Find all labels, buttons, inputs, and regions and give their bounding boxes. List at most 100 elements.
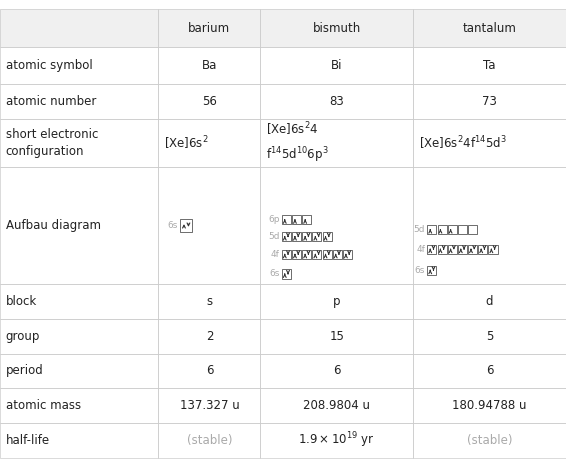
Bar [260, 119, 413, 167]
Text: tantalum: tantalum [462, 21, 517, 35]
Bar [260, 167, 413, 284]
Bar [260, 423, 413, 458]
Bar [260, 84, 413, 119]
Bar [438, 225, 447, 234]
Bar [458, 245, 467, 254]
Bar [302, 215, 311, 225]
Bar [478, 245, 487, 254]
Text: 4f: 4f [271, 250, 280, 259]
Bar [448, 225, 457, 234]
Text: s: s [207, 295, 212, 308]
Bar [0, 388, 158, 423]
Bar [0, 9, 158, 47]
Bar [158, 47, 260, 84]
Bar [413, 9, 566, 47]
Bar [312, 232, 321, 241]
Bar [0, 423, 158, 458]
Bar [312, 250, 321, 259]
Bar [468, 245, 477, 254]
Text: Bi: Bi [331, 59, 342, 72]
Bar [0, 423, 158, 458]
Text: Ba: Ba [201, 59, 217, 72]
Bar [158, 167, 260, 284]
Bar [0, 119, 158, 167]
Bar [413, 354, 566, 388]
Bar [0, 284, 158, 319]
Bar [158, 319, 260, 354]
Bar [0, 84, 158, 119]
Bar [158, 284, 260, 319]
Bar [413, 47, 566, 84]
Bar [0, 47, 158, 84]
Bar [292, 232, 301, 241]
Text: 4f: 4f [416, 245, 425, 254]
Bar [292, 250, 301, 259]
Bar [158, 354, 260, 388]
Text: bismuth: bismuth [312, 21, 361, 35]
Text: Ta: Ta [483, 59, 496, 72]
Text: 208.9804 u: 208.9804 u [303, 399, 370, 412]
Text: 5: 5 [486, 330, 494, 343]
Text: (stable): (stable) [187, 434, 232, 447]
Bar [260, 354, 413, 388]
Bar [158, 9, 260, 47]
Bar [413, 167, 566, 284]
Bar [468, 225, 477, 234]
Bar [413, 9, 566, 47]
Bar [260, 167, 413, 284]
Bar [413, 84, 566, 119]
Bar [333, 250, 342, 259]
Bar [158, 167, 260, 284]
Bar [413, 84, 566, 119]
Bar [180, 219, 192, 232]
Bar [458, 225, 467, 234]
Bar [158, 284, 260, 319]
Text: 5d: 5d [268, 232, 280, 241]
Bar [260, 84, 413, 119]
Text: 6: 6 [205, 364, 213, 377]
Bar [282, 232, 291, 241]
Text: 6s: 6s [415, 266, 425, 275]
Text: group: group [6, 330, 40, 343]
Bar [413, 47, 566, 84]
Bar [413, 119, 566, 167]
Bar [413, 388, 566, 423]
Bar [282, 269, 291, 279]
Text: (stable): (stable) [467, 434, 512, 447]
Text: atomic symbol: atomic symbol [6, 59, 92, 72]
Bar [427, 266, 436, 275]
Bar [0, 284, 158, 319]
Bar [260, 9, 413, 47]
Text: 56: 56 [202, 95, 217, 108]
Bar [413, 284, 566, 319]
Text: block: block [6, 295, 37, 308]
Bar [158, 9, 260, 47]
Bar [260, 119, 413, 167]
Text: 6: 6 [486, 364, 494, 377]
Bar [260, 319, 413, 354]
Text: $\mathregular{[Xe]6s^{2}}$: $\mathregular{[Xe]6s^{2}}$ [164, 134, 209, 151]
Bar [260, 354, 413, 388]
Bar [292, 215, 301, 225]
Text: d: d [486, 295, 494, 308]
Text: barium: barium [188, 21, 230, 35]
Bar [260, 388, 413, 423]
Text: Aufbau diagram: Aufbau diagram [6, 219, 101, 232]
Bar [488, 245, 498, 254]
Bar [260, 319, 413, 354]
Bar [0, 319, 158, 354]
Text: 180.94788 u: 180.94788 u [452, 399, 527, 412]
Bar [0, 388, 158, 423]
Bar [413, 388, 566, 423]
Bar [413, 354, 566, 388]
Bar [158, 423, 260, 458]
Bar [158, 119, 260, 167]
Bar [158, 119, 260, 167]
Bar [448, 245, 457, 254]
Text: 6s: 6s [269, 269, 280, 278]
Bar [343, 250, 352, 259]
Text: $1.9\times10^{19}$ yr: $1.9\times10^{19}$ yr [298, 431, 375, 450]
Bar [413, 319, 566, 354]
Bar [260, 423, 413, 458]
Bar [0, 354, 158, 388]
